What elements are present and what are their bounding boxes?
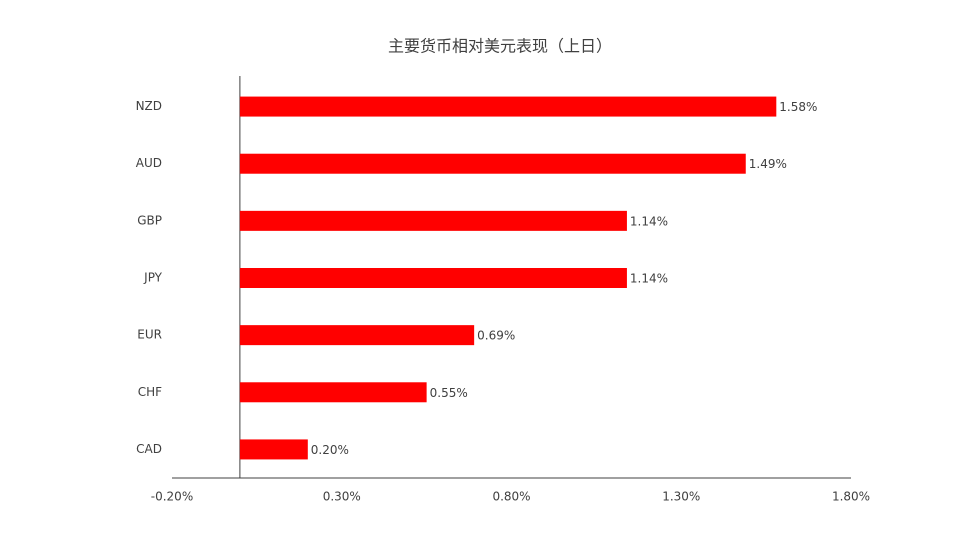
value-label: 1.58%	[779, 100, 817, 114]
y-tick-label: GBP	[137, 213, 162, 227]
bar	[239, 268, 627, 288]
y-tick-label: CAD	[136, 442, 162, 456]
bar	[239, 325, 475, 346]
y-tick-label: CHF	[138, 385, 162, 399]
value-label: 0.20%	[311, 443, 349, 457]
y-tick-label: NZD	[136, 99, 162, 113]
value-label: 0.55%	[430, 386, 468, 400]
y-tick-label: AUD	[136, 156, 162, 170]
y-tick-label: EUR	[137, 328, 162, 342]
x-tick-label: -0.20%	[151, 490, 193, 504]
value-label: 0.69%	[477, 329, 515, 343]
bar	[239, 210, 627, 231]
bar	[239, 96, 777, 117]
x-tick-label: 0.80%	[492, 490, 530, 504]
bar	[239, 439, 308, 460]
y-tick-label: JPY	[143, 271, 163, 285]
value-label: 1.14%	[630, 214, 668, 228]
chart-title: 主要货币相对美元表现（上日）	[388, 37, 612, 56]
bar	[239, 153, 746, 174]
value-label: 1.14%	[630, 272, 668, 286]
value-label: 1.49%	[749, 157, 787, 171]
x-tick-label: 1.30%	[662, 490, 700, 504]
bar	[239, 382, 427, 403]
x-tick-label: 1.80%	[832, 490, 870, 504]
x-tick-label: 0.30%	[323, 490, 361, 504]
